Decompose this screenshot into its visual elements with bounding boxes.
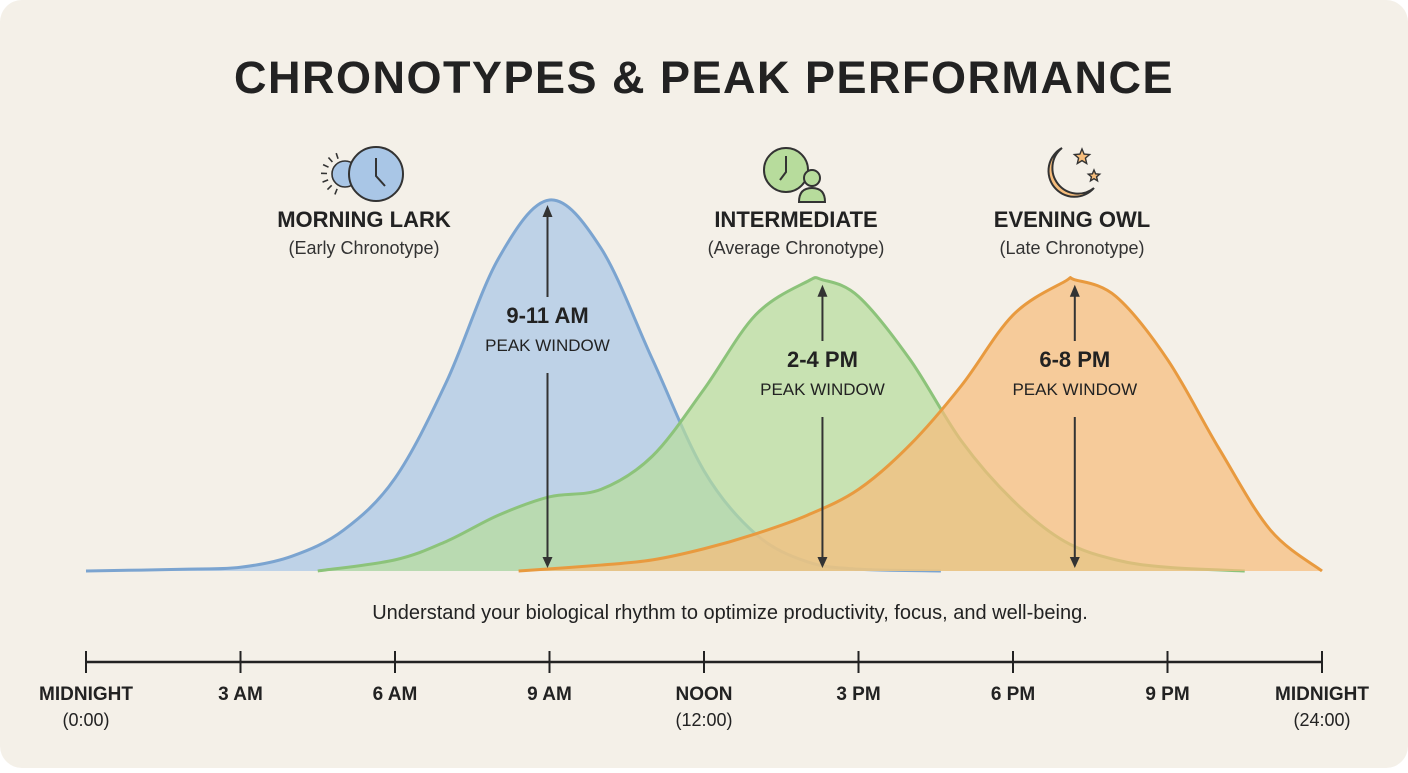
tick-label: MIDNIGHT	[1275, 684, 1369, 705]
caption: Understand your biological rhythm to opt…	[372, 602, 1088, 624]
sun-ray	[328, 157, 332, 162]
tick-label: NOON	[676, 684, 733, 705]
tick-sublabel: (12:00)	[675, 710, 732, 730]
tick-sublabel: (24:00)	[1293, 710, 1350, 730]
tick-label: 6 AM	[373, 684, 418, 705]
tick-label: MIDNIGHT	[39, 684, 133, 705]
peak-window-label: PEAK WINDOW	[1012, 380, 1137, 399]
chronotype-subtitle-owl: (Late Chronotype)	[999, 238, 1144, 258]
person-head	[804, 170, 820, 186]
star-icon	[1074, 149, 1089, 163]
sun-ray	[336, 153, 338, 159]
chronotype-name-intermediate: INTERMEDIATE	[714, 207, 877, 232]
sun-ray	[323, 165, 328, 168]
tick-sublabel: (0:00)	[62, 710, 109, 730]
moon-stars-icon	[1049, 148, 1100, 197]
tick-label: 9 AM	[527, 684, 572, 705]
clock-person-icon	[764, 148, 825, 202]
tick-label: 9 PM	[1145, 684, 1189, 705]
tick-label: 6 PM	[991, 684, 1035, 705]
peak-window-label: PEAK WINDOW	[485, 336, 610, 355]
sun-ray	[327, 185, 331, 189]
peak-window-time: 6-8 PM	[1039, 347, 1110, 372]
tick-label: 3 AM	[218, 684, 263, 705]
star-icon	[1088, 170, 1099, 181]
peak-window-time: 2-4 PM	[787, 347, 858, 372]
peak-window-label: PEAK WINDOW	[760, 380, 885, 399]
chronotype-subtitle-lark: (Early Chronotype)	[288, 238, 439, 258]
tick-label: 3 PM	[836, 684, 880, 705]
chronotype-name-owl: EVENING OWL	[994, 207, 1150, 232]
sun-clock-icon	[321, 147, 403, 201]
chronotype-subtitle-intermediate: (Average Chronotype)	[708, 238, 885, 258]
sun-ray	[335, 189, 337, 195]
chart-title: CHRONOTYPES & PEAK PERFORMANCE	[234, 52, 1174, 103]
peak-window-time: 9-11 AM	[506, 303, 588, 328]
person-body	[799, 188, 825, 202]
chronotype-name-lark: MORNING LARK	[277, 207, 451, 232]
sun-ray	[323, 180, 329, 182]
